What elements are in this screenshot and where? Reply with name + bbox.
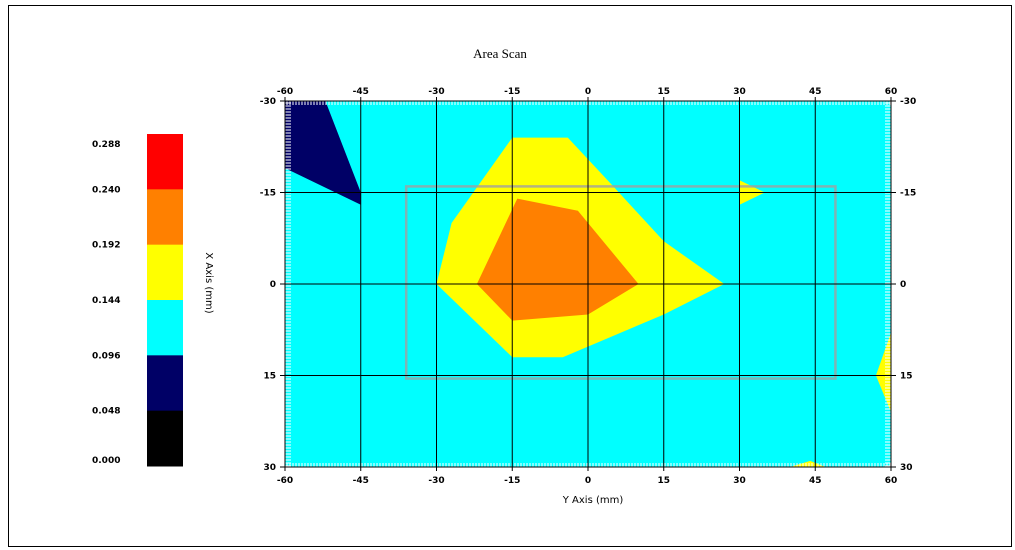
colorbar-segment-5 [147,410,183,467]
chart-frame: Area Scan Y Axis (mm) X Axis (mm) -60 -60… [8,5,1012,547]
edge-hatch [285,101,891,467]
y-tick-label-left: 0 [270,280,276,290]
y-tick-label-right: 0 [900,280,906,290]
x-axis-label: Y Axis (mm) [562,495,624,506]
scan-area-outline [404,185,837,380]
y-tick-label-right: 30 [900,463,913,473]
x-tick-label-top: 0 [585,87,591,97]
y-tick-label-left: -30 [260,97,276,107]
colorbar-tick-label: 0.000 [92,456,120,466]
colorbar-segment-3 [147,300,183,356]
x-tick-label-top: -60 [277,87,293,97]
x-tick-label-top: 30 [733,87,746,97]
y-tick-label-right: -15 [900,189,916,199]
x-tick-label-bottom: 0 [585,476,591,486]
colorbar-segment-1 [147,189,183,246]
contour-region-4 [875,332,891,413]
y-tick-label-right: -30 [900,97,916,107]
x-tick-label-bottom: -15 [504,476,520,486]
colorbar-tick-label: 0.096 [92,351,120,361]
colorbar-segment-0 [147,134,183,190]
x-tick-label-bottom: 45 [809,476,822,486]
x-tick-label-bottom: -30 [428,476,444,486]
contour-region-5 [790,460,826,467]
colorbar-tick-label: 0.240 [92,185,120,195]
y-tick-label-left: 15 [263,372,276,382]
contour-region-2 [476,198,639,321]
x-tick-label-bottom: -45 [353,476,369,486]
colorbar-segment-2 [147,244,183,301]
x-tick-label-top: 45 [809,87,822,97]
colorbar-tick-label: 0.144 [92,296,120,306]
x-tick-label-bottom: 30 [733,476,746,486]
colorbar-tick-label: 0.192 [92,241,120,251]
y-tick-label-left: -15 [260,189,276,199]
x-tick-label-top: 15 [657,87,670,97]
x-tick-label-top: -30 [428,87,444,97]
x-tick-label-bottom: -60 [277,476,293,486]
y-tick-label-right: 15 [900,372,913,382]
plot-area: -60 -60 -45 -45 -30 -30 -15 -15 0 0 15 15 30 30 45 45 60… [260,87,917,486]
contour-region-0 [285,101,361,205]
x-tick-label-top: -45 [353,87,369,97]
x-tick-label-top: 60 [885,87,898,97]
x-tick-label-top: -15 [504,87,520,97]
area-scan-chart: Area Scan Y Axis (mm) X Axis (mm) -60-60… [92,46,917,506]
chart-title: Area Scan [473,46,527,61]
colorbar-tick-label: 0.048 [92,407,120,417]
x-tick-label-bottom: 60 [885,476,898,486]
colorbar: 0.288 0.240 0.192 0.144 0.096 0.048 0.000 [92,134,183,467]
x-tick-label-bottom: 15 [657,476,670,486]
colorbar-tick-label: 0.288 [92,140,120,150]
y-axis-label: X Axis (mm) [203,252,214,313]
y-tick-label-left: 30 [263,463,276,473]
colorbar-segment-4 [147,355,183,412]
